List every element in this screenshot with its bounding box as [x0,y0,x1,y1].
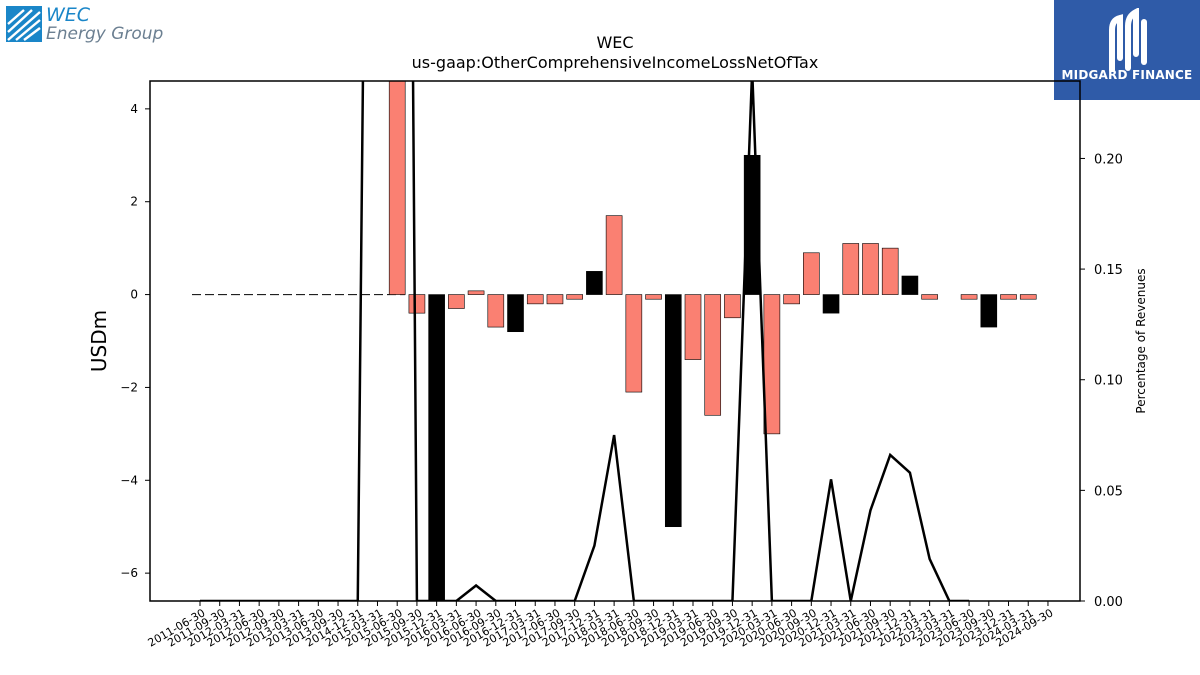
y-tick-label: 0 [130,288,138,302]
chart-subtitle: us-gaap:OtherComprehensiveIncomeLossNetO… [412,53,819,72]
bar [546,294,564,305]
y2-tick-label: 0.15 [1094,263,1123,278]
bar [526,294,544,305]
y-tick-label: 4 [130,102,138,116]
watermark-logo: MIDGARD FINANCE [1054,0,1200,100]
bar [388,81,406,295]
bar [822,294,840,314]
bar [487,294,505,328]
y2-tick-label: 0.00 [1094,595,1123,610]
bar [625,294,643,393]
bar [783,294,800,305]
bar [684,294,702,360]
bar [448,294,465,309]
midgard-logo-icon [1109,8,1147,72]
bar [842,243,860,295]
bar [803,252,820,295]
bar [881,247,899,295]
y2-tick-label: 0.10 [1094,374,1123,389]
y2-axis-label: Percentage of Revenues [1134,268,1148,413]
bar [428,294,445,601]
wec-logo-icon [6,6,42,42]
bar [507,294,524,333]
logo-line1: WEC [46,4,91,26]
bar [408,294,426,314]
y-tick-label: −6 [120,566,138,580]
bar [960,294,978,300]
bar [862,243,879,295]
bar [763,294,781,435]
bar [704,294,722,416]
bar [1000,294,1017,300]
plot-frame [149,80,1081,602]
pct-revenues-line [200,81,970,601]
bar [605,215,623,295]
bar [921,294,938,300]
y2-tick-label: 0.20 [1094,152,1123,167]
bar [980,294,998,328]
bar [901,275,919,295]
y-tick-label: −2 [120,380,138,394]
company-logo: WEC Energy Group [6,6,166,46]
bar [586,271,603,295]
y2-tick-label: 0.05 [1094,484,1123,499]
bar [645,294,662,300]
y-tick-label: −4 [120,473,138,487]
bar [664,294,682,528]
y-axis-label: USDm [87,310,111,372]
y-tick-label: 2 [130,195,138,209]
watermark-name: MIDGARD FINANCE [1061,68,1193,82]
chart-title: WEC [596,33,633,52]
logo-line2: Energy Group [46,24,164,44]
bar [1019,294,1037,300]
bar [724,294,741,319]
bar [467,290,485,295]
bar [566,294,583,300]
